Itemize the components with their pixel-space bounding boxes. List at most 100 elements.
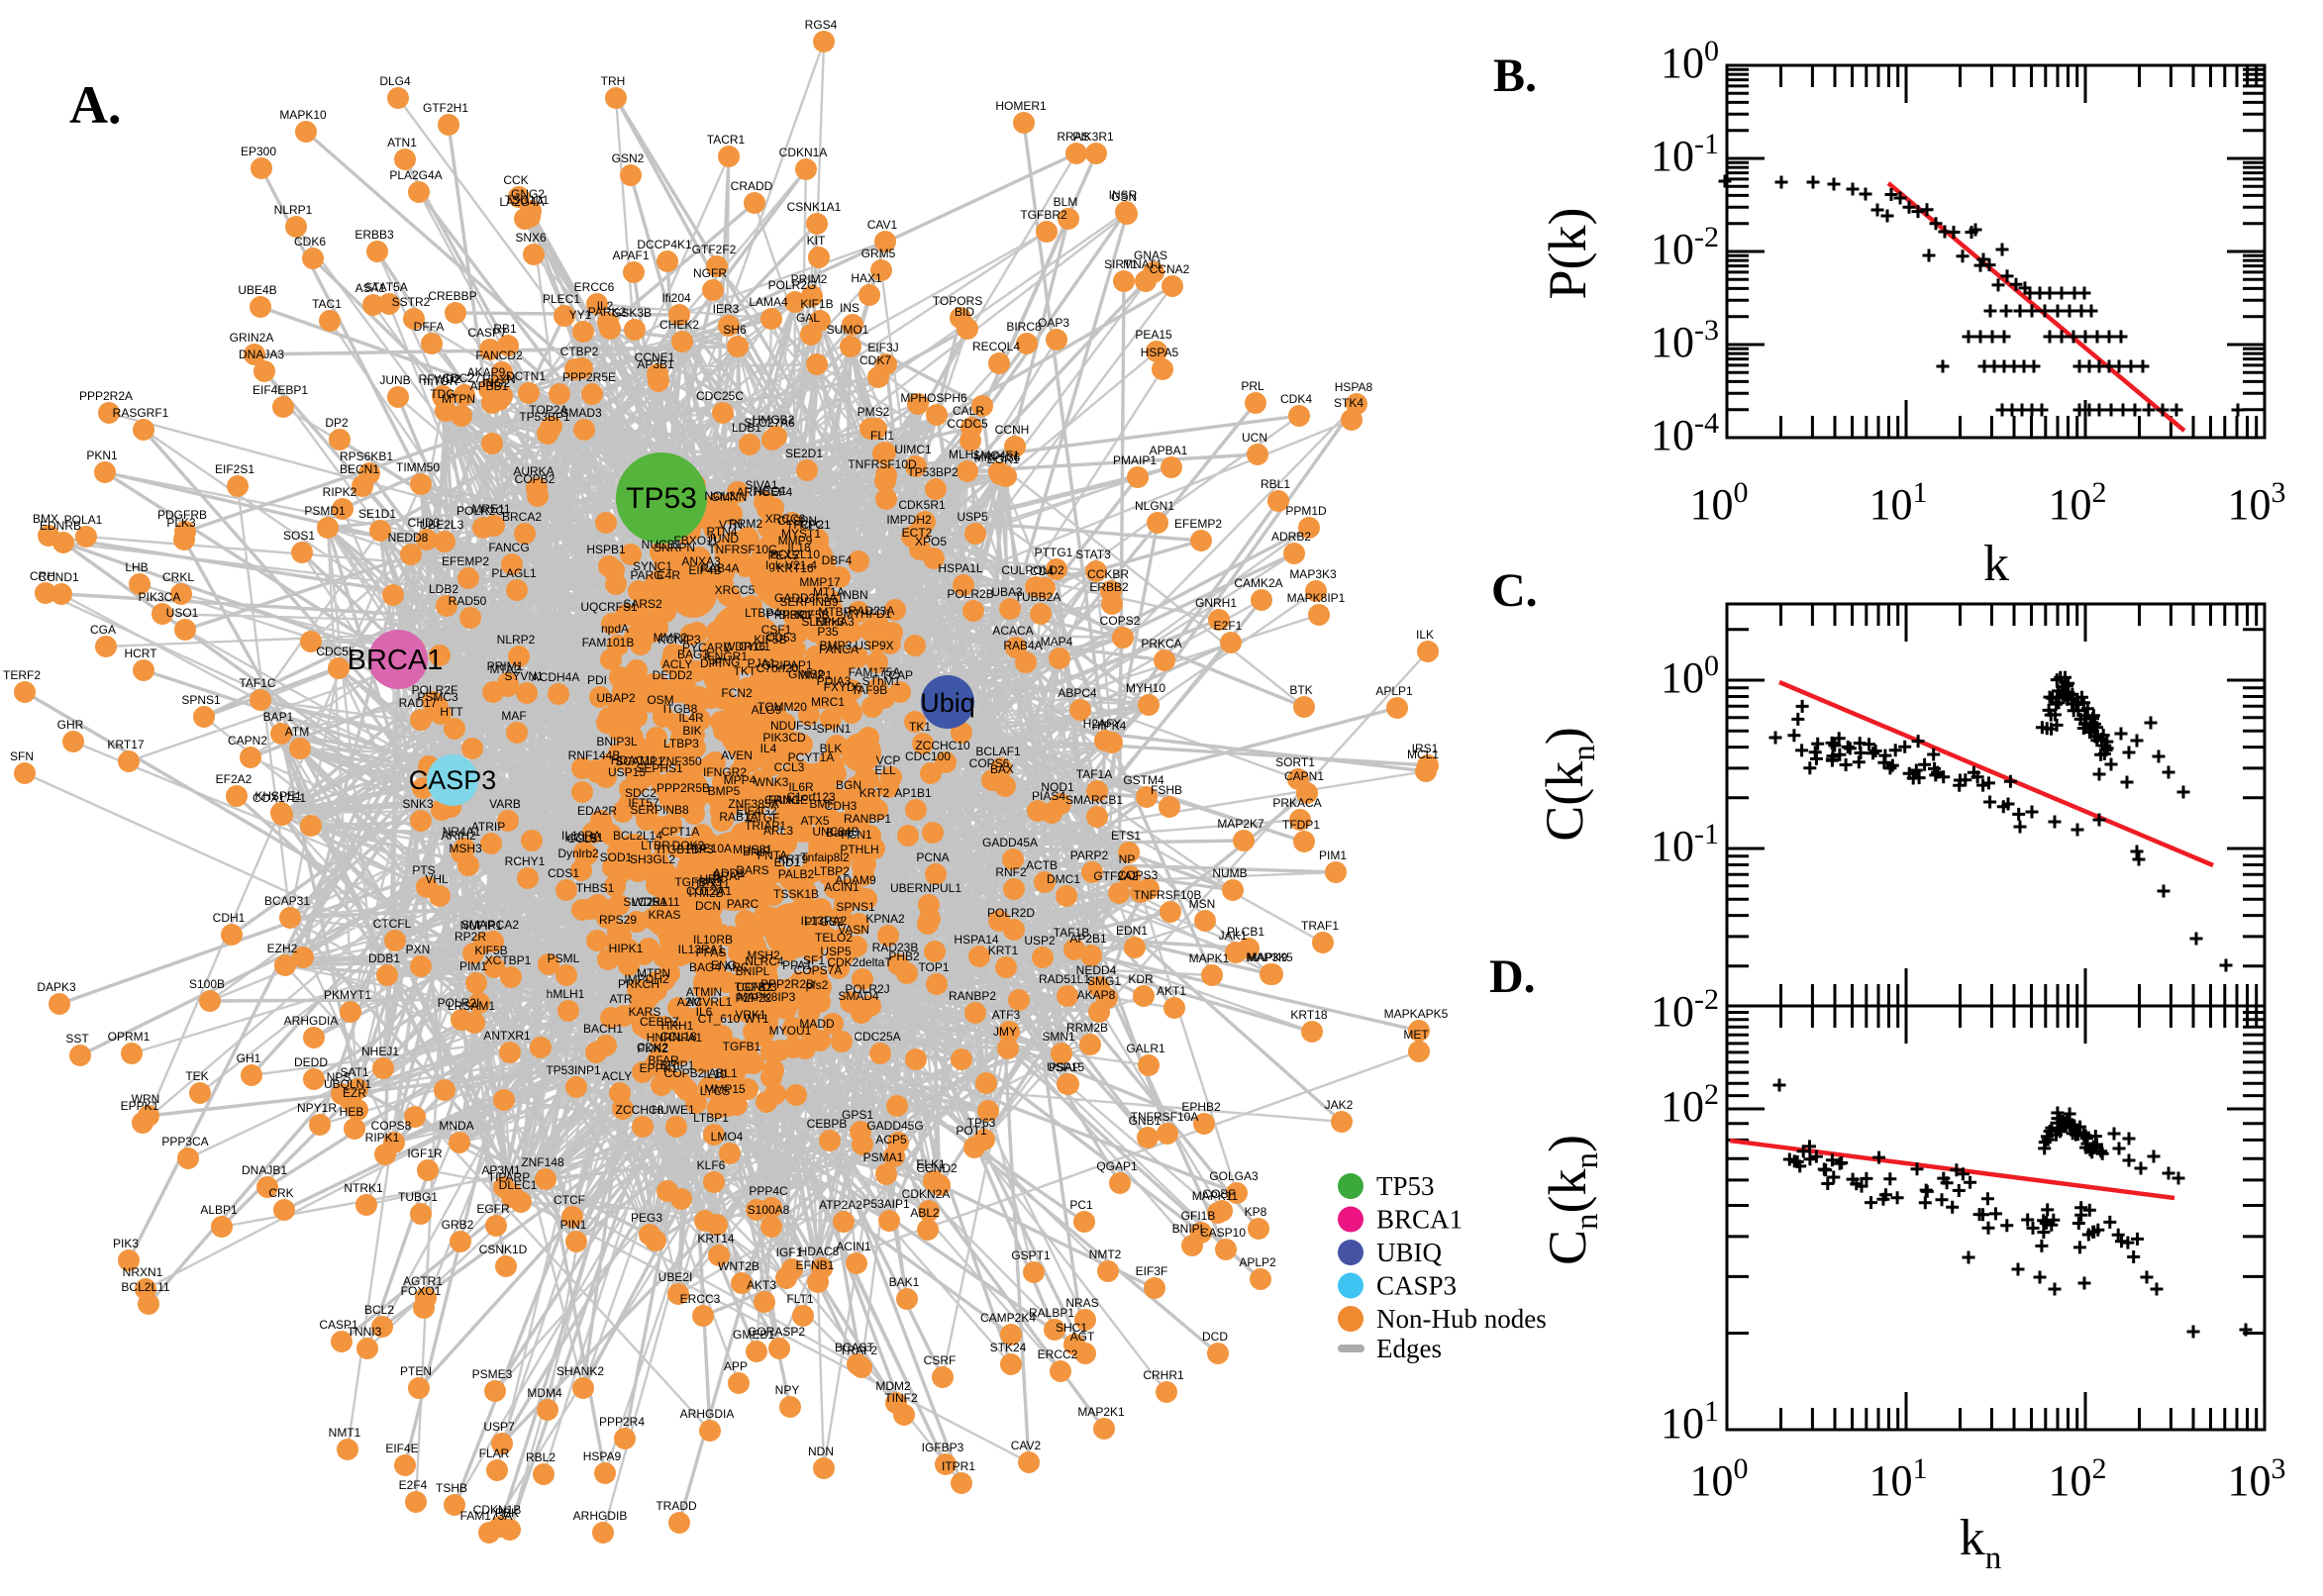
svg-text:RAD51L1: RAD51L1: [1039, 972, 1090, 986]
svg-text:PPP2R5E: PPP2R5E: [562, 370, 616, 384]
svg-text:PIK3CD: PIK3CD: [762, 731, 806, 745]
svg-text:EZH2: EZH2: [267, 942, 298, 955]
svg-text:EFEMP2: EFEMP2: [1174, 517, 1222, 531]
svg-text:ANXA3: ANXA3: [681, 554, 721, 568]
svg-text:PTS: PTS: [412, 863, 435, 877]
svg-text:PIAS4: PIAS4: [1032, 789, 1065, 803]
svg-text:GTF2H1: GTF2H1: [423, 101, 468, 115]
svg-text:EGFR: EGFR: [476, 1202, 510, 1216]
svg-text:ERCC2: ERCC2: [1038, 1347, 1078, 1361]
svg-text:HDAC8: HDAC8: [799, 1245, 840, 1258]
svg-text:FXYD6: FXYD6: [824, 680, 862, 694]
svg-text:MTHFD1: MTHFD1: [844, 607, 892, 621]
svg-text:BMP5: BMP5: [708, 784, 741, 798]
svg-text:PIM1: PIM1: [459, 959, 487, 973]
svg-text:ABL2: ABL2: [910, 1206, 940, 1220]
svg-text:CAPN1: CAPN1: [1284, 769, 1324, 783]
svg-text:USP2: USP2: [1024, 934, 1056, 948]
svg-text:ARHGEF4: ARHGEF4: [737, 485, 793, 499]
svg-text:SARS2: SARS2: [623, 597, 662, 611]
svg-text:UCN: UCN: [1242, 431, 1267, 445]
svg-text:TP53BP1: TP53BP1: [519, 410, 570, 424]
svg-text:CDC100: CDC100: [905, 749, 951, 763]
svg-text:CSF1: CSF1: [761, 623, 792, 637]
svg-text:EID1: EID1: [774, 855, 801, 869]
svg-text:TRADD: TRADD: [656, 1499, 697, 1513]
svg-text:FNTA: FNTA: [758, 848, 787, 862]
svg-text:CEBPB: CEBPB: [807, 1117, 848, 1131]
svg-text:GSTM4: GSTM4: [1123, 773, 1164, 787]
svg-text:STK24: STK24: [990, 1341, 1027, 1354]
svg-text:ACACA: ACACA: [992, 624, 1033, 638]
svg-text:CDK2deltaT: CDK2deltaT: [827, 955, 892, 969]
svg-text:EDA2R: EDA2R: [577, 804, 617, 818]
svg-text:NGFR: NGFR: [693, 266, 727, 280]
svg-text:NPY1R: NPY1R: [297, 1101, 337, 1115]
svg-text:XRCC6: XRCC6: [765, 512, 806, 526]
svg-text:COPB2: COPB2: [515, 472, 556, 486]
svg-text:PPP3CA: PPP3CA: [161, 1135, 208, 1148]
svg-text:FANCG: FANCG: [488, 541, 529, 554]
svg-text:DDB1: DDB1: [368, 951, 400, 965]
svg-text:MAP4: MAP4: [1041, 635, 1073, 648]
svg-text:RRM2: RRM2: [729, 517, 762, 531]
svg-text:IFNGR2: IFNGR2: [703, 765, 747, 779]
svg-text:PARG: PARG: [630, 568, 662, 582]
svg-text:KRT14: KRT14: [697, 1232, 734, 1246]
svg-text:BRCA2: BRCA2: [502, 510, 542, 524]
svg-text:ATMIN: ATMIN: [686, 985, 722, 999]
svg-text:MSN: MSN: [1189, 897, 1216, 911]
svg-text:UBA3: UBA3: [991, 585, 1023, 599]
svg-text:TAF9B: TAF9B: [852, 683, 887, 697]
svg-text:NBN: NBN: [843, 588, 867, 602]
svg-text:PPP2R5B: PPP2R5B: [656, 781, 710, 795]
svg-text:KARS: KARS: [629, 1005, 661, 1019]
svg-text:PC1: PC1: [1069, 1198, 1093, 1212]
svg-text:EIF2S1: EIF2S1: [215, 462, 254, 476]
svg-text:BFAR: BFAR: [648, 1053, 679, 1067]
svg-text:ZNF350: ZNF350: [658, 754, 702, 768]
svg-text:ENG: ENG: [711, 958, 737, 972]
svg-text:RAD50: RAD50: [449, 594, 487, 608]
svg-text:HEB: HEB: [340, 1105, 364, 1119]
svg-text:ADD1: ADD1: [713, 866, 745, 880]
svg-text:PSME3: PSME3: [472, 1367, 513, 1381]
svg-text:PYCARD: PYCARD: [682, 641, 732, 654]
svg-text:BNIPL: BNIPL: [1172, 1222, 1207, 1236]
svg-text:CGA: CGA: [90, 623, 116, 637]
svg-text:ITGB1BP3: ITGB1BP3: [656, 843, 714, 856]
svg-text:SOD1: SOD1: [600, 850, 633, 864]
svg-text:OAP3: OAP3: [1038, 316, 1069, 330]
svg-text:MYH10: MYH10: [1126, 681, 1165, 695]
svg-text:POLR2G: POLR2G: [768, 278, 817, 292]
svg-text:MMP9: MMP9: [778, 534, 813, 548]
svg-text:RPS6KB1: RPS6KB1: [340, 449, 393, 463]
svg-text:CASP3: CASP3: [409, 765, 497, 795]
svg-text:RALBP1: RALBP1: [1029, 1306, 1074, 1320]
svg-text:JUNB: JUNB: [379, 373, 410, 387]
svg-text:D.: D.: [1489, 950, 1536, 1003]
svg-text:CRKL: CRKL: [162, 570, 194, 584]
svg-text:BAK1: BAK1: [889, 1275, 920, 1289]
svg-text:APP: APP: [724, 1359, 748, 1373]
svg-text:TNNI3: TNNI3: [348, 1325, 382, 1339]
svg-text:CCL18: CCL18: [659, 1030, 697, 1044]
svg-text:MAP2K7: MAP2K7: [1217, 817, 1264, 831]
svg-text:MAPK9: MAPK9: [1248, 950, 1288, 964]
svg-text:PLA2G4A: PLA2G4A: [389, 168, 442, 182]
svg-text:AP3M1: AP3M1: [481, 1163, 521, 1177]
svg-text:mTOR: mTOR: [423, 374, 457, 388]
svg-text:USP5: USP5: [957, 510, 988, 524]
svg-text:OSM: OSM: [647, 693, 673, 707]
svg-text:B.: B.: [1493, 50, 1537, 102]
svg-text:MAPKAPK5: MAPKAPK5: [1384, 1007, 1449, 1021]
svg-text:GMEB1: GMEB1: [733, 1328, 774, 1342]
svg-text:MT1A: MT1A: [813, 585, 845, 599]
svg-text:AGT: AGT: [1070, 1330, 1095, 1344]
svg-text:TP63: TP63: [967, 1116, 996, 1130]
svg-text:MMP1: MMP1: [798, 668, 833, 682]
svg-text:PRKCH: PRKCH: [618, 977, 659, 991]
svg-text:BACH1: BACH1: [583, 1022, 623, 1036]
svg-text:SEPHS1: SEPHS1: [636, 761, 683, 775]
svg-text:NRXN1: NRXN1: [123, 1265, 163, 1279]
